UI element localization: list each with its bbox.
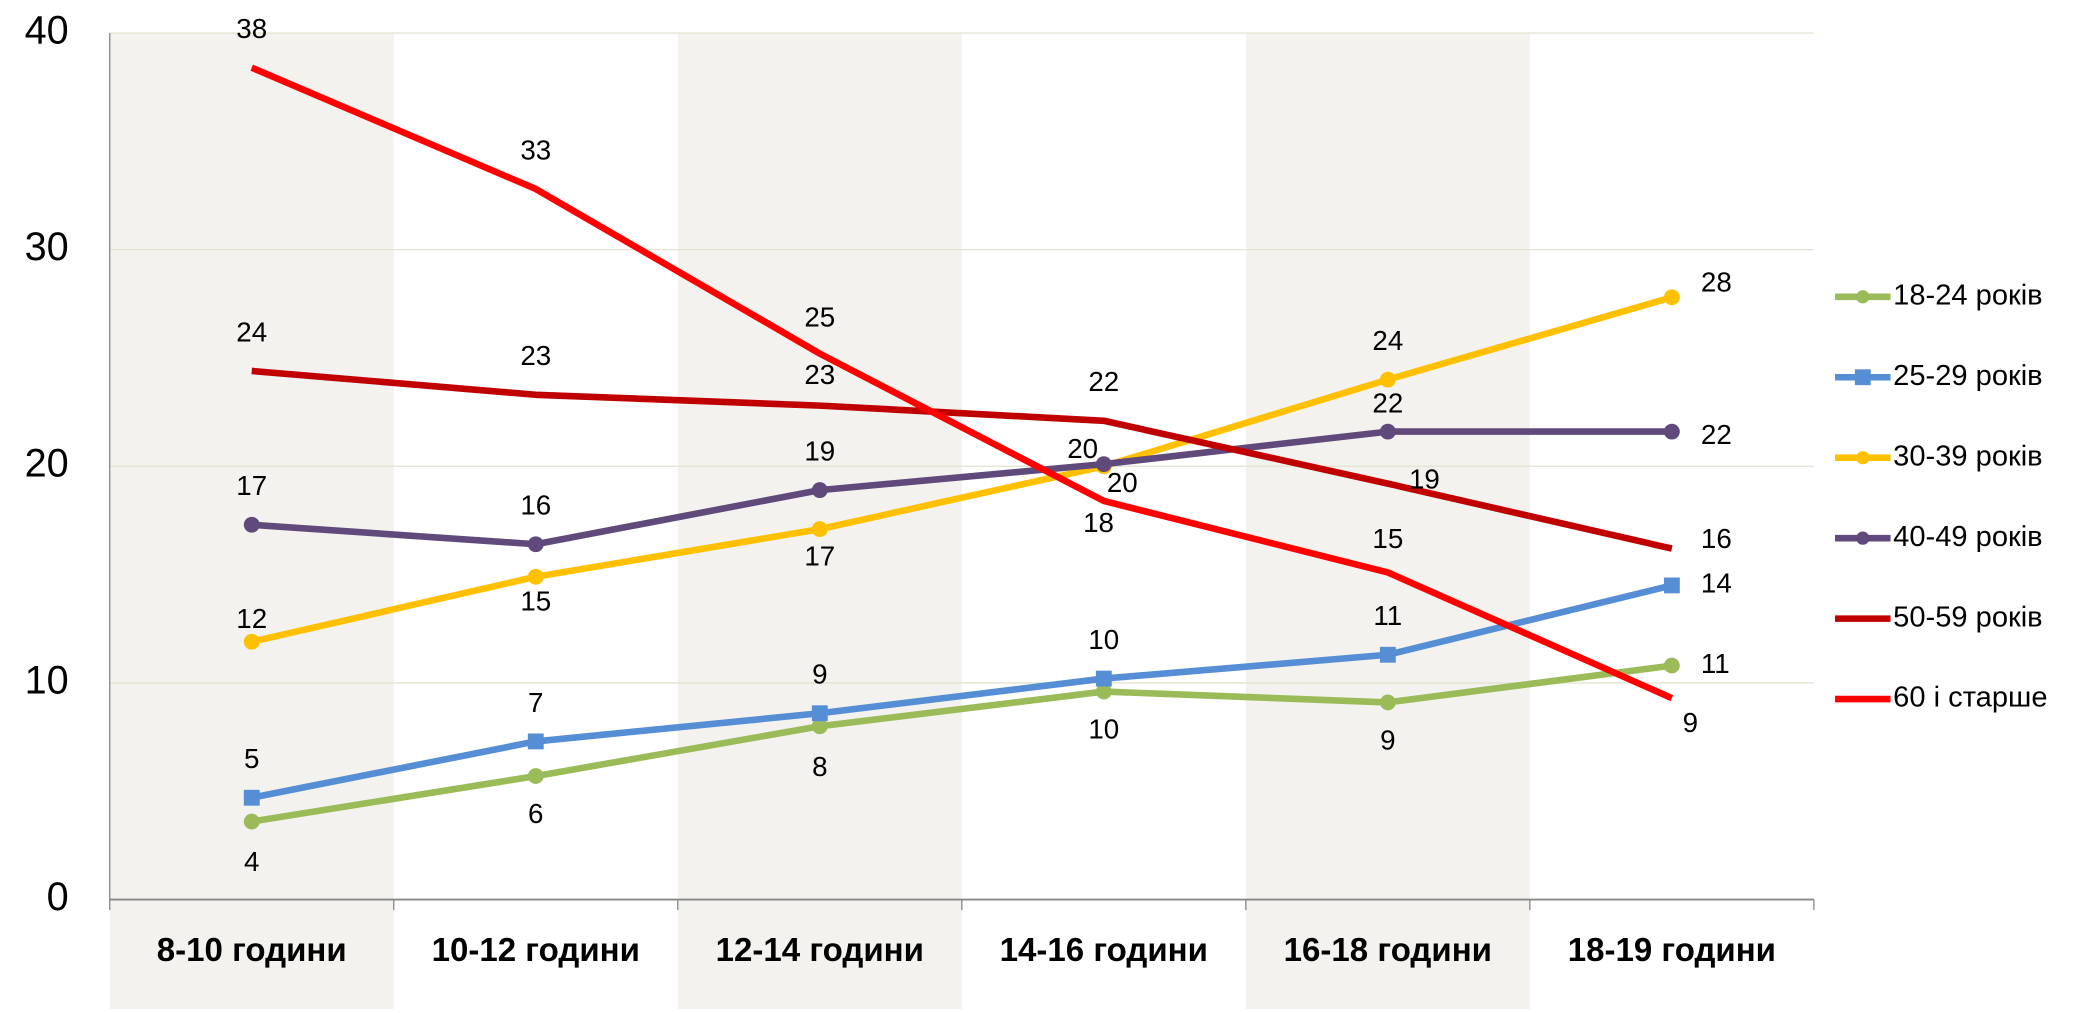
series-line (251, 294, 1673, 645)
legend-marker (1856, 451, 1870, 465)
legend-label: 50-59 років (1893, 601, 2042, 633)
data-label: 24 (236, 316, 267, 347)
data-label: 15 (520, 585, 551, 616)
legend-marker (1856, 290, 1870, 304)
data-label: 28 (1701, 266, 1732, 297)
data-label: 19 (804, 436, 835, 467)
data-label: 9 (1683, 707, 1698, 738)
band (677, 32, 962, 1010)
x-tick-label: 10-12 години (432, 931, 640, 968)
y-tick-label: 0 (47, 875, 69, 919)
data-label: 5 (244, 743, 259, 774)
legend-label: 60 і старше (1893, 682, 2047, 714)
x-tick-label: 12-14 години (716, 931, 924, 968)
marker (243, 516, 260, 533)
y-tick-label: 30 (25, 225, 69, 269)
marker (1379, 423, 1396, 440)
data-label: 7 (528, 687, 543, 718)
band (1245, 32, 1530, 1010)
data-label: 17 (804, 540, 835, 571)
data-label: 18 (1083, 507, 1114, 538)
marker (243, 633, 260, 650)
data-label: 6 (528, 798, 543, 829)
series-line (251, 367, 1673, 552)
data-label: 8 (812, 751, 827, 782)
y-tick-label: 20 (25, 442, 69, 486)
data-label: 19 (1409, 463, 1440, 494)
data-label: 11 (1701, 648, 1730, 679)
data-label: 9 (812, 659, 827, 690)
series-line (251, 428, 1672, 548)
marker (243, 813, 260, 830)
data-label: 20 (1107, 467, 1138, 498)
x-tick-label: 14-16 години (1000, 931, 1208, 968)
data-label: 23 (804, 359, 835, 390)
legend-marker (1856, 531, 1870, 545)
x-tick-label: 16-18 години (1284, 931, 1492, 968)
data-label: 25 (804, 302, 835, 333)
data-label: 20 (1067, 433, 1098, 464)
data-label: 10 (1088, 624, 1119, 655)
marker (1095, 456, 1112, 473)
marker (1379, 646, 1396, 663)
data-label: 22 (1372, 388, 1403, 419)
marker (527, 733, 544, 750)
marker (1663, 657, 1680, 674)
marker (527, 536, 544, 553)
data-label: 17 (236, 470, 267, 501)
series-line (251, 662, 1673, 825)
data-label: 22 (1088, 366, 1119, 397)
data-label: 16 (1701, 523, 1732, 554)
legend-label: 40-49 років (1893, 521, 2042, 553)
x-tick-label: 18-19 години (1568, 931, 1776, 968)
data-label: 14 (1701, 568, 1732, 599)
data-label: 23 (520, 340, 551, 371)
marker (527, 768, 544, 784)
series-line (250, 64, 1674, 702)
legend-label: 25-29 років (1893, 360, 2042, 392)
x-tick-label: 8-10 години (157, 931, 347, 968)
marker (811, 718, 828, 735)
marker (1379, 371, 1396, 388)
data-label: 15 (1372, 523, 1403, 554)
data-label: 10 (1088, 714, 1119, 745)
data-label: 9 (1380, 724, 1395, 755)
legend-label: 30-39 років (1893, 440, 2042, 472)
data-label: 33 (520, 134, 551, 165)
marker (1663, 577, 1680, 594)
data-label: 11 (1373, 600, 1402, 631)
legend-label: 18-24 років (1893, 279, 2042, 311)
data-label: 16 (520, 490, 551, 521)
marker (1379, 694, 1396, 711)
series-line (251, 582, 1673, 801)
marker (811, 705, 828, 722)
marker (1095, 670, 1112, 687)
data-label: 24 (1372, 325, 1403, 356)
data-label: 12 (236, 603, 267, 634)
data-label: 22 (1701, 419, 1732, 450)
marker (243, 789, 260, 806)
marker (1095, 683, 1112, 700)
marker (811, 482, 828, 499)
data-label: 38 (236, 13, 267, 44)
data-label: 4 (244, 846, 259, 877)
marker (1663, 423, 1680, 440)
marker (1663, 289, 1680, 306)
legend-marker (1854, 369, 1871, 386)
marker (811, 521, 828, 538)
y-tick-label: 10 (25, 658, 69, 702)
marker (527, 568, 544, 585)
y-tick-label: 40 (25, 8, 69, 52)
